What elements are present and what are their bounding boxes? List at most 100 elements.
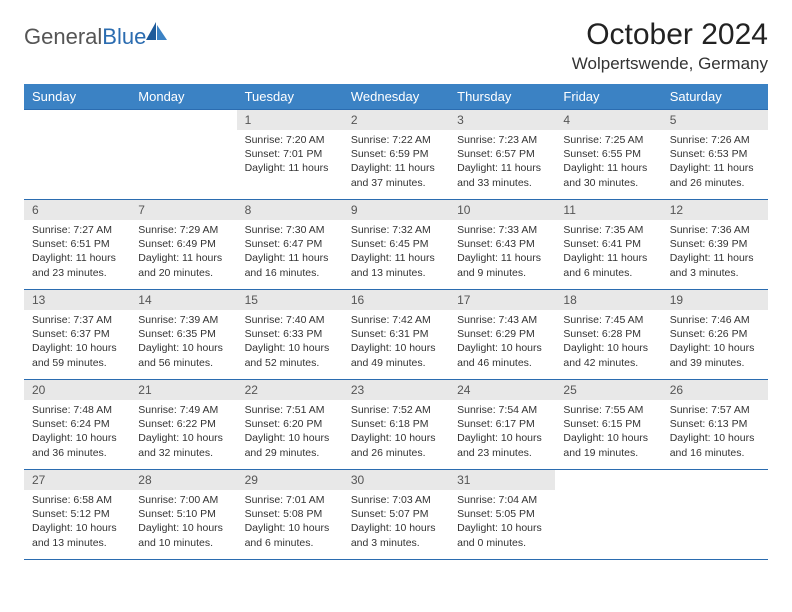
daylight-text: Daylight: 10 hours and 52 minutes. <box>245 341 335 369</box>
day-detail: Sunrise: 7:27 AMSunset: 6:51 PMDaylight:… <box>24 220 130 286</box>
daylight-text: Daylight: 10 hours and 39 minutes. <box>670 341 760 369</box>
calendar-cell: 4Sunrise: 7:25 AMSunset: 6:55 PMDaylight… <box>555 110 661 200</box>
daylight-text: Daylight: 10 hours and 19 minutes. <box>563 431 653 459</box>
sunrise-text: Sunrise: 7:03 AM <box>351 493 441 507</box>
daylight-text: Daylight: 10 hours and 23 minutes. <box>457 431 547 459</box>
sunset-text: Sunset: 6:39 PM <box>670 237 760 251</box>
day-detail: Sunrise: 7:39 AMSunset: 6:35 PMDaylight:… <box>130 310 236 376</box>
day-detail: Sunrise: 7:42 AMSunset: 6:31 PMDaylight:… <box>343 310 449 376</box>
day-number: 25 <box>555 380 661 400</box>
sunset-text: Sunset: 7:01 PM <box>245 147 335 161</box>
calendar-cell <box>662 470 768 560</box>
sunset-text: Sunset: 6:49 PM <box>138 237 228 251</box>
day-number: 5 <box>662 110 768 130</box>
daylight-text: Daylight: 11 hours <box>245 161 335 175</box>
daylight-text: Daylight: 10 hours and 6 minutes. <box>245 521 335 549</box>
day-number: 28 <box>130 470 236 490</box>
day-detail: Sunrise: 7:40 AMSunset: 6:33 PMDaylight:… <box>237 310 343 376</box>
sunset-text: Sunset: 6:37 PM <box>32 327 122 341</box>
day-header: Thursday <box>449 84 555 110</box>
calendar-cell: 9Sunrise: 7:32 AMSunset: 6:45 PMDaylight… <box>343 200 449 290</box>
sunrise-text: Sunrise: 7:57 AM <box>670 403 760 417</box>
sunrise-text: Sunrise: 7:20 AM <box>245 133 335 147</box>
logo-text-general: General <box>24 24 102 49</box>
title-block: October 2024 Wolpertswende, Germany <box>572 18 768 74</box>
calendar-cell: 22Sunrise: 7:51 AMSunset: 6:20 PMDayligh… <box>237 380 343 470</box>
sunrise-text: Sunrise: 7:35 AM <box>563 223 653 237</box>
logo: GeneralBlue <box>24 22 168 51</box>
sunrise-text: Sunrise: 7:25 AM <box>563 133 653 147</box>
sunrise-text: Sunrise: 7:40 AM <box>245 313 335 327</box>
day-detail: Sunrise: 6:58 AMSunset: 5:12 PMDaylight:… <box>24 490 130 556</box>
sunrise-text: Sunrise: 7:42 AM <box>351 313 441 327</box>
calendar-cell: 25Sunrise: 7:55 AMSunset: 6:15 PMDayligh… <box>555 380 661 470</box>
day-number: 8 <box>237 200 343 220</box>
sunset-text: Sunset: 5:12 PM <box>32 507 122 521</box>
day-number: 20 <box>24 380 130 400</box>
day-header-row: SundayMondayTuesdayWednesdayThursdayFrid… <box>24 84 768 110</box>
sunrise-text: Sunrise: 7:04 AM <box>457 493 547 507</box>
calendar-cell <box>555 470 661 560</box>
calendar-cell: 30Sunrise: 7:03 AMSunset: 5:07 PMDayligh… <box>343 470 449 560</box>
sunrise-text: Sunrise: 7:32 AM <box>351 223 441 237</box>
day-detail: Sunrise: 7:54 AMSunset: 6:17 PMDaylight:… <box>449 400 555 466</box>
day-detail: Sunrise: 7:36 AMSunset: 6:39 PMDaylight:… <box>662 220 768 286</box>
day-detail: Sunrise: 7:22 AMSunset: 6:59 PMDaylight:… <box>343 130 449 196</box>
day-number: 3 <box>449 110 555 130</box>
calendar-cell: 12Sunrise: 7:36 AMSunset: 6:39 PMDayligh… <box>662 200 768 290</box>
sunset-text: Sunset: 6:41 PM <box>563 237 653 251</box>
calendar-cell: 16Sunrise: 7:42 AMSunset: 6:31 PMDayligh… <box>343 290 449 380</box>
sunset-text: Sunset: 6:13 PM <box>670 417 760 431</box>
calendar-body: 1Sunrise: 7:20 AMSunset: 7:01 PMDaylight… <box>24 110 768 560</box>
daylight-text: Daylight: 10 hours and 26 minutes. <box>351 431 441 459</box>
sunset-text: Sunset: 6:47 PM <box>245 237 335 251</box>
daylight-text: Daylight: 10 hours and 36 minutes. <box>32 431 122 459</box>
calendar-cell: 27Sunrise: 6:58 AMSunset: 5:12 PMDayligh… <box>24 470 130 560</box>
day-number: 24 <box>449 380 555 400</box>
sunset-text: Sunset: 6:29 PM <box>457 327 547 341</box>
day-detail: Sunrise: 7:26 AMSunset: 6:53 PMDaylight:… <box>662 130 768 196</box>
day-detail: Sunrise: 7:55 AMSunset: 6:15 PMDaylight:… <box>555 400 661 466</box>
calendar-cell: 3Sunrise: 7:23 AMSunset: 6:57 PMDaylight… <box>449 110 555 200</box>
day-number: 7 <box>130 200 236 220</box>
day-header: Saturday <box>662 84 768 110</box>
calendar-cell: 8Sunrise: 7:30 AMSunset: 6:47 PMDaylight… <box>237 200 343 290</box>
day-detail: Sunrise: 7:20 AMSunset: 7:01 PMDaylight:… <box>237 130 343 182</box>
daylight-text: Daylight: 10 hours and 46 minutes. <box>457 341 547 369</box>
day-number: 17 <box>449 290 555 310</box>
daylight-text: Daylight: 10 hours and 13 minutes. <box>32 521 122 549</box>
calendar-cell: 1Sunrise: 7:20 AMSunset: 7:01 PMDaylight… <box>237 110 343 200</box>
calendar-cell: 5Sunrise: 7:26 AMSunset: 6:53 PMDaylight… <box>662 110 768 200</box>
calendar-table: SundayMondayTuesdayWednesdayThursdayFrid… <box>24 84 768 560</box>
day-detail: Sunrise: 7:23 AMSunset: 6:57 PMDaylight:… <box>449 130 555 196</box>
day-detail: Sunrise: 7:04 AMSunset: 5:05 PMDaylight:… <box>449 490 555 556</box>
day-header: Sunday <box>24 84 130 110</box>
calendar-week: 1Sunrise: 7:20 AMSunset: 7:01 PMDaylight… <box>24 110 768 200</box>
day-number: 9 <box>343 200 449 220</box>
daylight-text: Daylight: 11 hours and 3 minutes. <box>670 251 760 279</box>
daylight-text: Daylight: 10 hours and 29 minutes. <box>245 431 335 459</box>
calendar-cell: 2Sunrise: 7:22 AMSunset: 6:59 PMDaylight… <box>343 110 449 200</box>
sunrise-text: Sunrise: 7:48 AM <box>32 403 122 417</box>
day-detail: Sunrise: 7:49 AMSunset: 6:22 PMDaylight:… <box>130 400 236 466</box>
day-number: 18 <box>555 290 661 310</box>
daylight-text: Daylight: 11 hours and 37 minutes. <box>351 161 441 189</box>
daylight-text: Daylight: 10 hours and 32 minutes. <box>138 431 228 459</box>
day-number: 11 <box>555 200 661 220</box>
day-number: 19 <box>662 290 768 310</box>
sunrise-text: Sunrise: 7:49 AM <box>138 403 228 417</box>
day-number: 15 <box>237 290 343 310</box>
sunset-text: Sunset: 6:57 PM <box>457 147 547 161</box>
sunrise-text: Sunrise: 7:30 AM <box>245 223 335 237</box>
day-detail: Sunrise: 7:35 AMSunset: 6:41 PMDaylight:… <box>555 220 661 286</box>
sunset-text: Sunset: 6:22 PM <box>138 417 228 431</box>
sunrise-text: Sunrise: 7:52 AM <box>351 403 441 417</box>
day-number: 1 <box>237 110 343 130</box>
sunrise-text: Sunrise: 7:43 AM <box>457 313 547 327</box>
calendar-cell: 24Sunrise: 7:54 AMSunset: 6:17 PMDayligh… <box>449 380 555 470</box>
sunset-text: Sunset: 6:35 PM <box>138 327 228 341</box>
calendar-cell: 6Sunrise: 7:27 AMSunset: 6:51 PMDaylight… <box>24 200 130 290</box>
sunrise-text: Sunrise: 7:33 AM <box>457 223 547 237</box>
day-number: 12 <box>662 200 768 220</box>
calendar-cell: 26Sunrise: 7:57 AMSunset: 6:13 PMDayligh… <box>662 380 768 470</box>
